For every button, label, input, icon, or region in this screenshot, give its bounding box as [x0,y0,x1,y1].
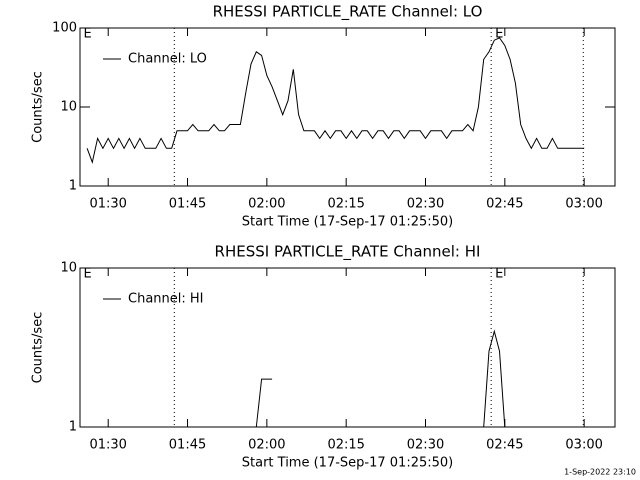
x-tick-label: 01:45 [169,438,206,453]
annotation: E [84,267,92,282]
y-tick-label: 100 [52,21,77,36]
data-line [86,37,585,164]
x-tick-label: 01:30 [89,438,126,453]
y-tick-label: 10 [60,261,77,276]
x-tick-label: 02:15 [327,197,364,212]
chart-title: RHESSI PARTICLE_RATE Channel: LO [213,3,483,22]
annotation: E [495,267,503,282]
x-tick-label: 02:15 [327,438,364,453]
legend-label: Channel: HI [128,292,204,307]
y-tick-label: 1 [69,179,77,194]
chart-title: RHESSI PARTICLE_RATE Channel: HI [215,243,481,262]
data-line [255,378,273,428]
x-tick-label: 03:00 [565,438,602,453]
annotation: E [84,27,92,42]
data-line [483,329,506,428]
x-tick-label: 02:45 [486,438,523,453]
legend-label: Channel: LO [128,52,207,67]
x-axis-label: Start Time (17-Sep-17 01:25:50) [242,215,453,230]
y-tick-label: 10 [60,100,77,115]
y-axis-label: Counts/sec [31,312,46,384]
x-tick-label: 02:30 [407,197,444,212]
x-tick-label: 02:00 [248,197,285,212]
x-tick-label: 02:00 [248,438,285,453]
x-axis-label: Start Time (17-Sep-17 01:25:50) [242,456,453,471]
plot-frame [79,267,616,428]
x-tick-label: 02:30 [407,438,444,453]
x-tick-label: 03:00 [565,197,602,212]
y-axis-label: Counts/sec [31,71,46,143]
x-tick-label: 02:45 [486,197,523,212]
y-tick-label: 1 [69,420,77,435]
footer: 1-Sep-2022 23:10 [564,468,636,477]
x-tick-label: 01:30 [89,197,126,212]
annotation: E [495,27,503,42]
x-tick-label: 01:45 [169,197,206,212]
